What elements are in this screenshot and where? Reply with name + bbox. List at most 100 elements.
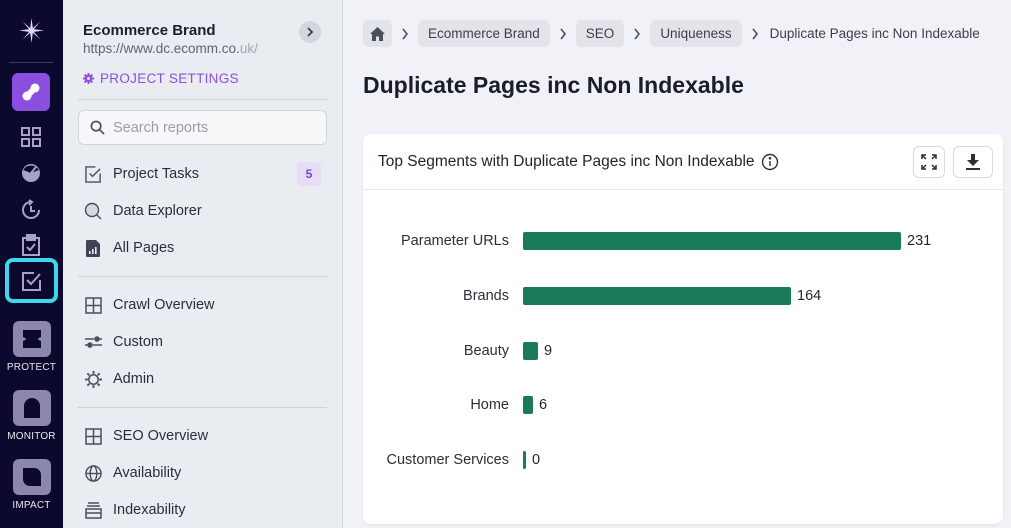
search-reports-box[interactable] — [78, 110, 327, 145]
expand-icon — [921, 154, 937, 170]
grid-icon — [84, 296, 102, 314]
bar-category-label: Beauty — [463, 343, 509, 359]
protect-icon — [22, 330, 41, 348]
chevron-right-icon — [307, 27, 314, 37]
gauge-icon[interactable] — [20, 162, 42, 184]
search-reports-input[interactable] — [113, 119, 313, 136]
breadcrumb-home[interactable] — [363, 20, 392, 47]
sidebar-item-label: Data Explorer — [113, 203, 202, 219]
rail-app-label: PROTECT — [6, 362, 57, 373]
bar[interactable] — [523, 451, 526, 469]
link-icon — [22, 83, 40, 101]
bar-row: Brands 164 — [363, 286, 1003, 306]
rail-app-protect[interactable]: PROTECT — [0, 321, 63, 373]
project-url-fade: uk/ — [239, 41, 258, 56]
segments-chart-card: Top Segments with Duplicate Pages inc No… — [363, 134, 1003, 524]
sidebar-item-label: Project Tasks — [113, 166, 199, 182]
card-header: Top Segments with Duplicate Pages inc No… — [363, 134, 1003, 190]
bar-track: 9 — [523, 342, 552, 360]
search-icon — [84, 202, 102, 220]
sidebar-item-label: All Pages — [113, 240, 175, 256]
sidebar-item-crawl-overview[interactable]: Crawl Overview — [84, 292, 321, 318]
checkbox-icon — [21, 271, 41, 291]
rail-project-tasks-button[interactable] — [5, 258, 58, 303]
bar-track: 0 — [523, 451, 540, 469]
bar-category-label: Home — [470, 397, 509, 413]
clipboard-check-icon[interactable] — [20, 234, 42, 256]
bar-track: 6 — [523, 396, 547, 414]
project-name: Ecommerce Brand — [83, 22, 216, 39]
sidebar-item-data-explorer[interactable]: Data Explorer — [84, 198, 321, 224]
project-url[interactable]: https://www.dc.ecomm.co.uk/ — [83, 41, 258, 56]
download-chart-button[interactable] — [953, 146, 993, 178]
bar-track: 164 — [523, 287, 821, 305]
breadcrumb-project[interactable]: Ecommerce Brand — [418, 20, 550, 47]
expand-chart-button[interactable] — [913, 146, 945, 178]
main-content: Ecommerce Brand SEO Uniqueness Duplicate… — [343, 0, 1011, 528]
bar-category-label: Brands — [463, 288, 509, 304]
sparkle-logo-icon[interactable] — [19, 18, 44, 43]
gear-icon — [83, 73, 94, 84]
sidebar-divider — [78, 407, 327, 408]
download-icon — [966, 154, 980, 170]
home-icon — [370, 26, 385, 41]
bar-row: Beauty 9 — [363, 341, 1003, 361]
bar-row: Customer Services 0 — [363, 450, 1003, 470]
breadcrumb-subcategory[interactable]: Uniqueness — [650, 20, 742, 47]
breadcrumb-current: Duplicate Pages inc Non Indexable — [769, 26, 980, 41]
sidebar-item-label: Custom — [113, 334, 163, 350]
bar[interactable] — [523, 396, 533, 414]
chevron-right-icon — [558, 28, 568, 40]
rail-app-label: IMPACT — [12, 500, 51, 511]
sidebar-item-label: Admin — [113, 371, 155, 387]
sidebar-item-all-pages[interactable]: All Pages — [84, 235, 321, 261]
bar-value-label: 164 — [797, 288, 822, 304]
gear-icon — [84, 370, 102, 388]
rail-app-impact[interactable]: IMPACT — [0, 459, 63, 511]
globe-icon — [84, 464, 102, 482]
bar-value-label: 0 — [532, 452, 541, 468]
horizontal-bar-chart: Parameter URLs 231 Brands 164 Beauty 9 Home 6 Cu… — [363, 191, 1003, 521]
report-sidebar: Ecommerce Brand https://www.dc.ecomm.co.… — [63, 0, 343, 528]
chevron-right-icon — [632, 28, 642, 40]
stack-icon — [84, 501, 102, 519]
project-url-text: https://www.dc.ecomm.co. — [83, 41, 240, 56]
bar[interactable] — [523, 342, 538, 360]
rail-divider — [9, 62, 53, 63]
info-icon[interactable] — [761, 153, 779, 171]
bar-value-label: 6 — [539, 397, 548, 413]
breadcrumb-category[interactable]: SEO — [575, 20, 625, 47]
document-chart-icon — [86, 239, 100, 257]
task-checkbox-icon — [84, 165, 101, 183]
sidebar-item-custom[interactable]: Custom — [84, 329, 321, 355]
monitor-icon — [23, 398, 40, 418]
sidebar-item-label: Indexability — [113, 502, 186, 518]
bar[interactable] — [523, 287, 791, 305]
rail-app-monitor[interactable]: MONITOR — [0, 390, 63, 442]
sidebar-item-project-tasks[interactable]: Project Tasks 5 — [84, 161, 321, 187]
bar[interactable] — [523, 232, 901, 250]
bar-track: 231 — [523, 232, 931, 250]
bar-value-label: 231 — [907, 233, 932, 249]
sidebar-item-seo-overview[interactable]: SEO Overview — [84, 423, 321, 449]
project-switcher-button[interactable] — [299, 21, 321, 43]
project-settings-link[interactable]: PROJECT SETTINGS — [83, 71, 239, 86]
breadcrumb: Ecommerce Brand SEO Uniqueness Duplicate… — [363, 20, 982, 47]
bar-category-label: Parameter URLs — [401, 233, 509, 249]
sliders-icon — [84, 336, 102, 348]
chevron-right-icon — [400, 28, 410, 40]
sidebar-item-admin[interactable]: Admin — [84, 366, 321, 392]
sidebar-item-label: SEO Overview — [113, 428, 209, 444]
sidebar-item-indexability[interactable]: Indexability — [84, 497, 321, 523]
bar-row: Parameter URLs 231 — [363, 231, 1003, 251]
rail-app-label: MONITOR — [7, 431, 56, 442]
sidebar-item-availability[interactable]: Availability — [84, 460, 321, 486]
bar-row: Home 6 — [363, 395, 1003, 415]
grid-icon[interactable] — [20, 126, 42, 148]
refresh-clock-icon[interactable] — [20, 199, 42, 221]
card-title: Top Segments with Duplicate Pages inc No… — [378, 152, 755, 170]
rail-analyze-button[interactable] — [12, 73, 50, 111]
chevron-right-icon — [750, 28, 760, 40]
impact-icon — [22, 468, 41, 486]
app-rail: PROTECT MONITOR IMPACT — [0, 0, 63, 528]
